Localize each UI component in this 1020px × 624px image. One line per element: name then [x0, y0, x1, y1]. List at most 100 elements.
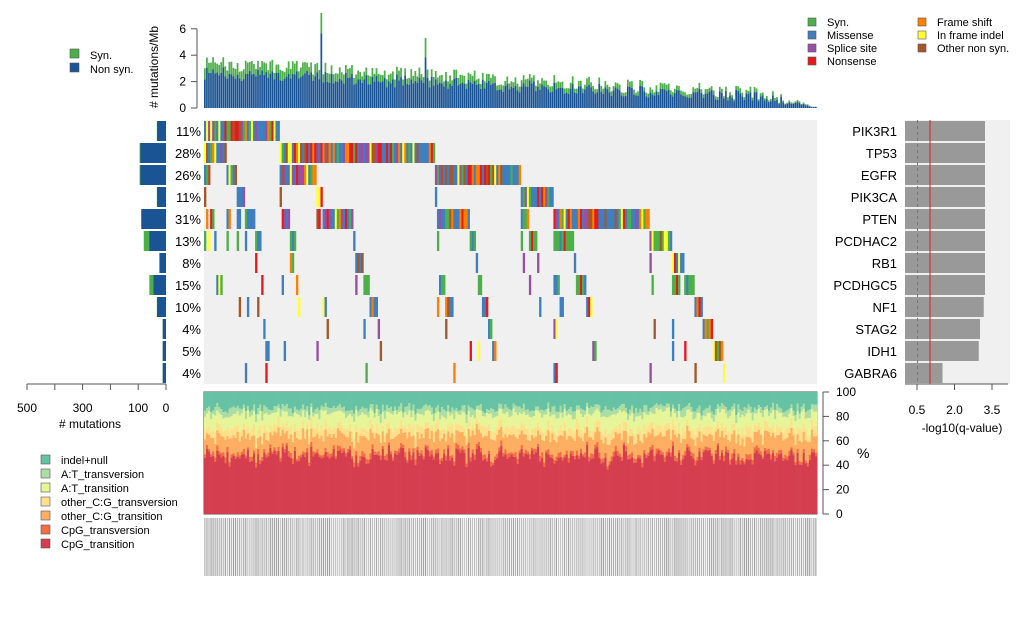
spectrum-segment	[500, 426, 503, 441]
spectrum-segment	[567, 458, 571, 463]
spectrum-segment	[772, 392, 775, 403]
spectrum-segment	[708, 449, 712, 514]
mutation-cell	[590, 297, 593, 317]
spectrum-segment	[336, 428, 340, 446]
spectrum-segment	[400, 392, 403, 404]
tmb-bar-nonsyn	[667, 89, 670, 108]
spectrum-segment	[279, 457, 282, 462]
tmb-bar-syn	[731, 95, 733, 98]
mutation-cell	[702, 319, 705, 339]
spectrum-segment	[708, 392, 712, 406]
sample-label	[500, 518, 502, 576]
spectrum-segment	[459, 452, 462, 514]
sample-label	[476, 518, 478, 576]
spectrum-segment	[492, 462, 495, 466]
spectrum-segment	[394, 392, 397, 407]
tmb-bar-nonsyn	[786, 103, 789, 108]
spectrum-segment	[244, 458, 248, 514]
tmb-bar-nonsyn	[265, 72, 268, 108]
spectrum-segment	[373, 454, 376, 514]
mutation-cell	[633, 209, 636, 229]
spectrum-segment	[306, 421, 309, 430]
spectrum-segment	[555, 434, 558, 443]
spectrum-segment	[606, 417, 609, 435]
spectrum-segment	[588, 429, 591, 438]
mutation-cell	[608, 209, 611, 229]
sample-label	[702, 518, 705, 576]
mutation-cell	[555, 275, 558, 295]
spectrum-segment	[224, 411, 227, 418]
tmb-bar-nonsyn	[749, 92, 752, 108]
sample-label	[731, 518, 733, 576]
spectrum-segment	[669, 411, 673, 417]
mutation-cell	[236, 231, 240, 251]
spectrum-segment	[285, 411, 289, 422]
mutation-cell	[443, 209, 446, 229]
spectrum-segment	[718, 392, 722, 407]
spectrum-segment	[622, 444, 626, 514]
spectrum-segment	[612, 456, 616, 514]
sample-label	[588, 518, 590, 576]
tmb-bar-nonsyn	[665, 91, 668, 108]
tmb-bar-nonsyn	[555, 89, 558, 108]
spectrum-segment	[657, 424, 660, 435]
spectrum-segment	[234, 437, 237, 457]
spectrum-segment	[598, 405, 601, 412]
spectrum-segment	[269, 414, 272, 426]
mutation-cell	[273, 121, 276, 141]
spectrum-segment	[522, 412, 526, 425]
sample-label	[753, 518, 756, 576]
spectrum-segment	[328, 433, 331, 455]
gene-pct: 4%	[182, 322, 201, 337]
tmb-bar-nonsyn	[469, 82, 472, 108]
spectrum-segment	[743, 446, 746, 462]
spectrum-segment	[776, 435, 779, 453]
spectrum-segment	[355, 451, 358, 456]
spectrum-segment	[306, 406, 309, 412]
tmb-bar-nonsyn	[236, 74, 239, 108]
spectrum-segment	[269, 444, 272, 448]
tmb-bar-nonsyn	[774, 100, 776, 108]
tmb-bar-nonsyn	[214, 73, 216, 108]
spectrum-segment	[616, 428, 620, 435]
spectrum-segment	[412, 404, 415, 412]
spectrum-segment	[639, 415, 642, 431]
spectrum-segment	[727, 418, 730, 431]
spectrum-segment	[667, 403, 671, 408]
tmb-bar-nonsyn	[796, 102, 799, 108]
mutation-cell	[306, 143, 309, 163]
spectrum-segment	[690, 455, 693, 514]
spectrum-segment	[351, 392, 354, 410]
spectrum-segment	[316, 392, 319, 408]
tmb-bar-nonsyn	[700, 92, 703, 108]
spectrum-segment	[800, 462, 803, 465]
tmb-bar-syn	[567, 88, 570, 94]
spectrum-segment	[242, 423, 246, 430]
spectrum-segment	[402, 392, 405, 413]
spectrum-segment	[553, 459, 556, 464]
mutation-cell	[537, 187, 540, 207]
spectrum-segment	[555, 418, 558, 435]
sample-label	[545, 518, 547, 576]
spectrum-segment	[432, 456, 436, 460]
mutation-cell	[424, 143, 428, 163]
spectrum-segment	[633, 435, 636, 445]
spectrum-segment	[336, 410, 340, 423]
mutation-cell	[285, 143, 289, 163]
spectrum-segment	[647, 432, 650, 453]
spectrum-tick-label: 60	[836, 434, 850, 448]
spectrum-segment	[210, 437, 213, 455]
mutation-cell	[302, 165, 305, 185]
spectrum-segment	[508, 428, 511, 435]
spectrum-segment	[710, 392, 714, 412]
spectrum-segment	[508, 452, 511, 457]
spectrum-segment	[772, 410, 775, 425]
mutation-cell	[204, 143, 207, 163]
spectrum-segment	[359, 392, 362, 410]
mutation-cell	[671, 341, 675, 361]
spectrum-segment	[414, 392, 417, 415]
spectrum-segment	[455, 411, 458, 424]
spectrum-segment	[520, 413, 524, 423]
tmb-bar-nonsyn	[720, 92, 723, 108]
spectrum-segment	[810, 429, 814, 449]
